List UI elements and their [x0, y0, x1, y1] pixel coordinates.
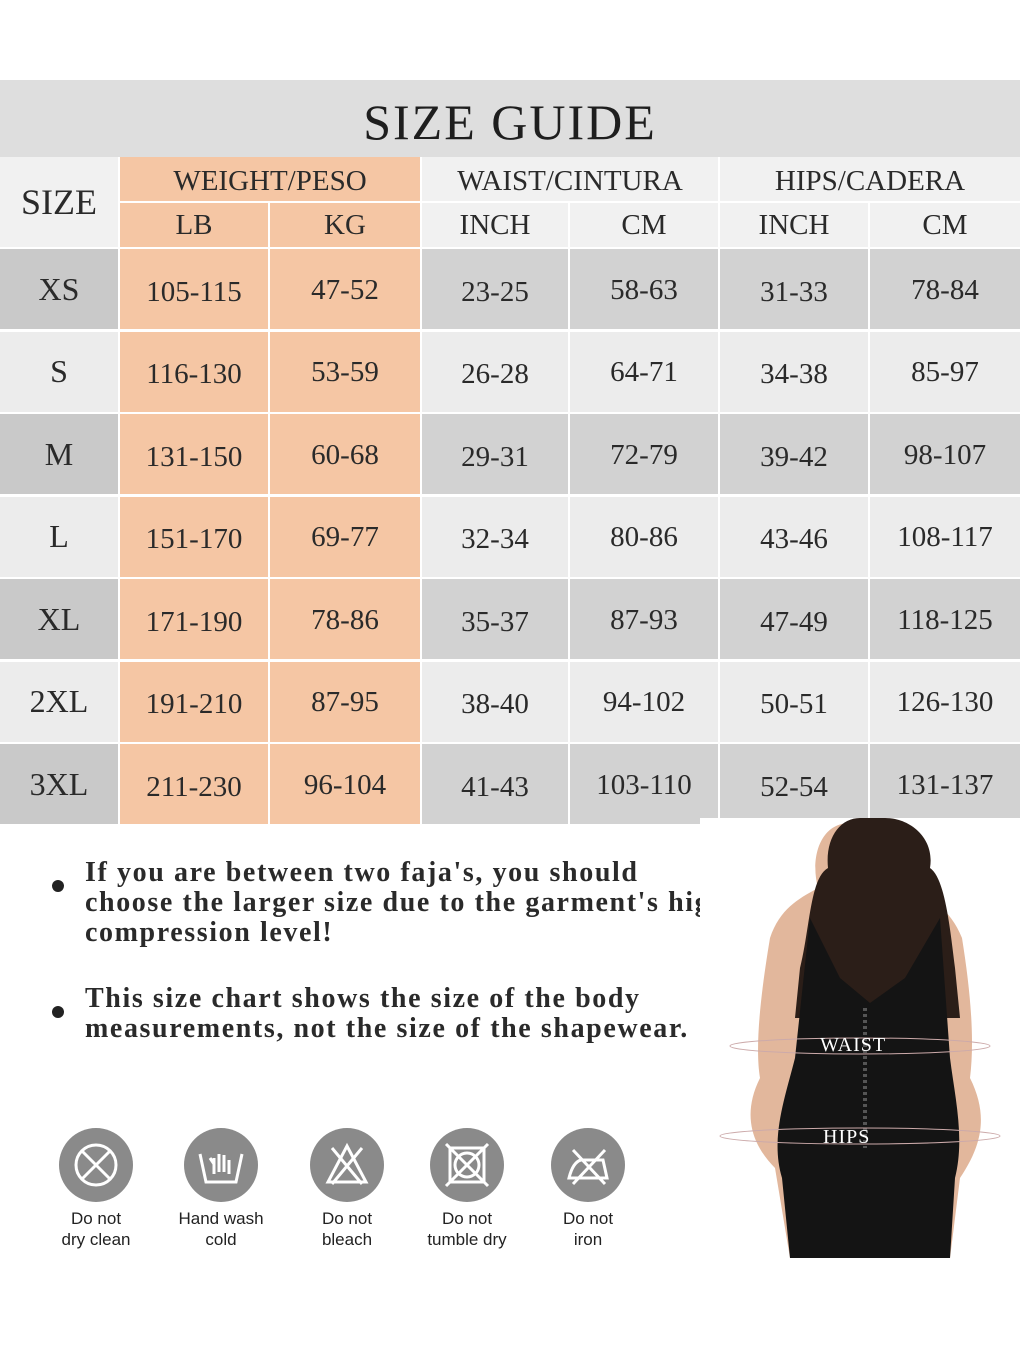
care-label-line1: Do not: [321, 1209, 373, 1228]
table-cell: 43-46: [720, 496, 868, 577]
table-cell: 103-110: [570, 744, 718, 824]
table-cell: 58-63: [570, 249, 718, 329]
header-waist: WAIST/CINTURA: [422, 157, 718, 201]
care-item: Do not dry clean: [31, 1128, 161, 1250]
table-cell: 50-51: [720, 661, 868, 742]
table-cell: 52-54: [720, 744, 868, 824]
care-item: Do not tumble dry: [402, 1128, 532, 1250]
subheader-cm: CM: [870, 203, 1020, 247]
table-cell: 29-31: [422, 414, 568, 494]
table-cell: 60-68: [270, 414, 420, 494]
table-cell: 78-84: [870, 249, 1020, 329]
care-label: Hand wash cold: [156, 1208, 286, 1250]
table-cell: 35-37: [422, 579, 568, 659]
care-label-line1: Do not: [70, 1209, 122, 1228]
subheader-inch: INCH: [720, 203, 868, 247]
table-cell: 105-115: [120, 249, 268, 329]
waist-label: WAIST: [820, 1034, 887, 1056]
care-label-line2: dry clean: [61, 1230, 131, 1249]
care-item: Do not iron: [523, 1128, 653, 1250]
care-label-line2: cold: [205, 1230, 237, 1249]
table-cell: 78-86: [270, 579, 420, 659]
table-cell: 96-104: [270, 744, 420, 824]
table-cell: 64-71: [570, 331, 718, 412]
table-cell: 39-42: [720, 414, 868, 494]
table-cell: 34-38: [720, 331, 868, 412]
table-cell: 108-117: [870, 496, 1020, 577]
table-cell: 53-59: [270, 331, 420, 412]
hand-wash-cold-icon: [184, 1128, 258, 1202]
table-cell: 131-137: [870, 744, 1020, 824]
size-label: 2XL: [0, 661, 118, 742]
model-photo: WAIST HIPS: [700, 818, 1020, 1288]
table-cell: 85-97: [870, 331, 1020, 412]
size-label: S: [0, 331, 118, 412]
table-cell: 118-125: [870, 579, 1020, 659]
subheader-inch: INCH: [422, 203, 568, 247]
subheader-cm: CM: [570, 203, 718, 247]
care-item: Do not bleach: [282, 1128, 412, 1250]
size-label: L: [0, 496, 118, 577]
table-cell: 47-52: [270, 249, 420, 329]
table-cell: 191-210: [120, 661, 268, 742]
care-label-line1: Do not: [562, 1209, 614, 1228]
do-not-tumble-dry-icon: [430, 1128, 504, 1202]
care-label-line2: bleach: [321, 1230, 373, 1249]
size-label: 3XL: [0, 744, 118, 824]
care-label-line2: iron: [573, 1230, 603, 1249]
notes: If you are between two faja's, you shoul…: [50, 858, 730, 1080]
care-label-line2: tumble dry: [427, 1230, 507, 1249]
table-cell: 211-230: [120, 744, 268, 824]
table-cell: 69-77: [270, 496, 420, 577]
table-cell: 131-150: [120, 414, 268, 494]
table-cell: 23-25: [422, 249, 568, 329]
header-hips: HIPS/CADERA: [720, 157, 1020, 201]
table-cell: 80-86: [570, 496, 718, 577]
care-label-line1: Hand wash: [178, 1209, 264, 1228]
subheader-lb: LB: [120, 203, 268, 247]
table-cell: 87-95: [270, 661, 420, 742]
table-cell: 47-49: [720, 579, 868, 659]
table-cell: 87-93: [570, 579, 718, 659]
page-title: SIZE GUIDE: [363, 93, 657, 150]
table-cell: 151-170: [120, 496, 268, 577]
table-cell: 26-28: [422, 331, 568, 412]
care-label: Do not bleach: [282, 1208, 412, 1250]
table-cell: 126-130: [870, 661, 1020, 742]
hips-label: HIPS: [823, 1126, 871, 1148]
header-weight: WEIGHT/PESO: [120, 157, 420, 201]
table-cell: 116-130: [120, 331, 268, 412]
header-size: SIZE: [0, 157, 118, 247]
size-label: XS: [0, 249, 118, 329]
table-cell: 98-107: [870, 414, 1020, 494]
care-label: Do not dry clean: [31, 1208, 161, 1250]
do-not-iron-icon: [551, 1128, 625, 1202]
title-band: SIZE GUIDE: [0, 80, 1020, 157]
table-cell: 32-34: [422, 496, 568, 577]
table-cell: 72-79: [570, 414, 718, 494]
note-body-measurements: This size chart shows the size of the bo…: [50, 984, 690, 1044]
size-label: XL: [0, 579, 118, 659]
table-cell: 31-33: [720, 249, 868, 329]
table-cell: 41-43: [422, 744, 568, 824]
subheader-kg: KG: [270, 203, 420, 247]
do-not-dry-clean-icon: [59, 1128, 133, 1202]
size-label: M: [0, 414, 118, 494]
table-cell: 94-102: [570, 661, 718, 742]
care-label: Do not tumble dry: [402, 1208, 532, 1250]
table-cell: 171-190: [120, 579, 268, 659]
table-cell: 38-40: [422, 661, 568, 742]
care-label: Do not iron: [523, 1208, 653, 1250]
care-label-line1: Do not: [441, 1209, 493, 1228]
note-between-sizes: If you are between two faja's, you shoul…: [50, 858, 730, 948]
care-item: Hand wash cold: [156, 1128, 286, 1250]
do-not-bleach-icon: [310, 1128, 384, 1202]
